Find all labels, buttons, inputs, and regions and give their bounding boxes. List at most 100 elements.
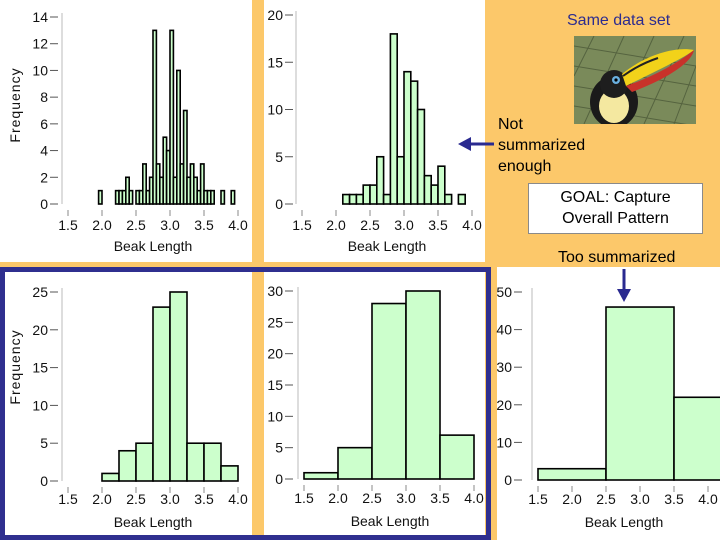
histogram-bar — [362, 184, 371, 205]
histogram-bar — [341, 193, 351, 205]
x-tick-label: 3.0 — [160, 491, 180, 507]
histogram-bar — [230, 189, 236, 205]
histogram-bar — [423, 174, 432, 205]
y-tick-label: 25 — [267, 314, 283, 330]
y-tick-label: 4 — [40, 143, 48, 159]
histogram-bar — [439, 434, 475, 480]
x-tick-label: 4.0 — [228, 491, 248, 507]
y-tick-label: 10 — [32, 397, 48, 413]
histogram-bar — [355, 193, 364, 205]
panel-top-middle — [264, 0, 485, 262]
x-axis-label: Beak Length — [351, 513, 430, 529]
histogram-bar — [348, 193, 358, 205]
x-tick-label: 1.5 — [292, 217, 312, 233]
y-tick-label: 40 — [496, 322, 512, 338]
histogram-bar — [389, 33, 398, 205]
y-tick-label: 0 — [504, 472, 512, 488]
panel-bottom-left — [0, 267, 252, 540]
histogram-bar — [210, 189, 216, 205]
y-tick-label: 20 — [267, 7, 283, 23]
x-tick-label: 2.5 — [360, 217, 380, 233]
histogram-bar — [443, 193, 453, 205]
y-tick-label: 0 — [275, 196, 283, 212]
histogram-bar — [220, 189, 226, 205]
histogram-bar — [169, 291, 188, 482]
y-tick-label: 20 — [496, 397, 512, 413]
y-tick-label: 20 — [267, 346, 283, 362]
y-axis-label: Frequency — [7, 329, 23, 404]
y-tick-label: 2 — [40, 169, 48, 185]
x-tick-label: 2.5 — [362, 490, 382, 506]
histogram-bar — [537, 467, 607, 481]
histogram-bar — [186, 442, 205, 482]
x-tick-label: 3.5 — [194, 491, 214, 507]
y-axis-label: Frequency — [7, 67, 23, 142]
histogram-bar — [457, 193, 466, 205]
histogram-bar — [152, 29, 158, 205]
y-tick-label: 30 — [267, 283, 283, 299]
y-tick-label: 50 — [496, 284, 512, 300]
histogram-bar — [673, 396, 720, 481]
x-tick-label: 3.5 — [430, 490, 450, 506]
same-data-label: Same data set — [567, 12, 671, 29]
x-tick-label: 1.5 — [58, 217, 78, 233]
histogram-bar — [169, 29, 175, 205]
x-tick-label: 3.5 — [194, 217, 214, 233]
histogram-bar — [182, 109, 188, 205]
histogram-bar — [605, 306, 675, 481]
x-axis-label: Beak Length — [114, 514, 193, 530]
histogram-bar — [135, 442, 154, 482]
histogram-bar — [199, 163, 205, 205]
histogram-bar — [405, 290, 441, 480]
y-tick-label: 6 — [40, 116, 48, 132]
histogram-bar — [403, 70, 412, 205]
y-tick-label: 10 — [32, 62, 48, 78]
x-tick-label: 4.0 — [464, 490, 484, 506]
x-tick-label: 3.0 — [396, 490, 416, 506]
histogram-bar — [152, 306, 171, 482]
y-tick-label: 30 — [496, 359, 512, 375]
histogram-bar — [128, 189, 134, 205]
x-tick-label: 2.0 — [326, 217, 346, 233]
histogram-bar — [203, 442, 222, 482]
histogram-bar — [118, 449, 137, 482]
x-tick-label: 4.0 — [698, 491, 718, 507]
goal-line-2: Overall Pattern — [562, 210, 669, 227]
histogram-bar — [416, 108, 426, 205]
goal-line-1: GOAL: Capture — [560, 189, 671, 206]
x-tick-label: 1.5 — [294, 490, 314, 506]
histogram-bar — [430, 184, 439, 205]
histogram-bar — [409, 80, 419, 205]
x-axis-label: Beak Length — [585, 514, 664, 530]
histogram-bar — [375, 155, 385, 205]
not-summarized-label: Not summarized enough — [498, 114, 585, 177]
histogram-bar — [142, 163, 148, 205]
histogram-bar — [337, 446, 373, 480]
x-tick-label: 4.0 — [462, 217, 482, 233]
histogram-bar — [369, 184, 378, 205]
x-tick-label: 2.5 — [126, 217, 146, 233]
x-tick-label: 3.5 — [664, 491, 684, 507]
y-tick-label: 5 — [40, 435, 48, 451]
y-tick-label: 10 — [496, 434, 512, 450]
y-tick-label: 15 — [267, 377, 283, 393]
y-tick-label: 0 — [275, 471, 283, 487]
histogram-bar — [382, 193, 392, 205]
x-axis-label: Beak Length — [114, 238, 193, 254]
y-tick-label: 8 — [40, 89, 48, 105]
x-tick-label: 2.5 — [596, 491, 616, 507]
not-summarized-line-2: summarized — [498, 137, 586, 154]
y-tick-label: 5 — [275, 149, 283, 165]
too-summarized-label: Too summarized — [558, 249, 676, 266]
toucan-photo — [574, 36, 696, 124]
y-tick-label: 5 — [275, 440, 283, 456]
x-tick-label: 1.5 — [528, 491, 548, 507]
x-tick-label: 2.0 — [92, 491, 112, 507]
x-tick-label: 1.5 — [58, 491, 78, 507]
not-summarized-line-1: Not — [498, 116, 523, 133]
histogram-bar — [101, 472, 120, 482]
y-tick-label: 15 — [267, 54, 283, 70]
y-tick-label: 0 — [40, 473, 48, 489]
x-tick-label: 2.0 — [328, 490, 348, 506]
